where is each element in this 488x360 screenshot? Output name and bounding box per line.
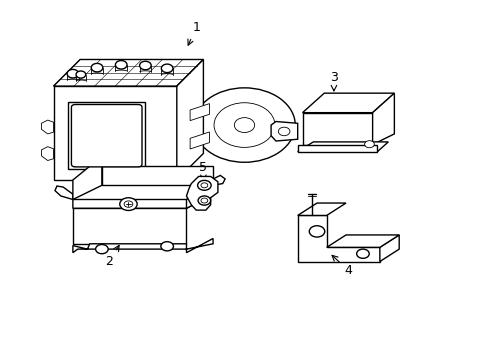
Polygon shape xyxy=(297,142,387,152)
Circle shape xyxy=(120,198,137,211)
Polygon shape xyxy=(102,166,213,185)
FancyBboxPatch shape xyxy=(71,104,142,167)
Polygon shape xyxy=(372,93,393,145)
Circle shape xyxy=(356,249,368,258)
Polygon shape xyxy=(73,185,213,208)
Circle shape xyxy=(197,180,211,190)
Polygon shape xyxy=(379,235,398,261)
Polygon shape xyxy=(68,102,145,169)
Polygon shape xyxy=(297,215,379,261)
Text: 5: 5 xyxy=(199,161,207,181)
Polygon shape xyxy=(302,93,393,113)
Text: 1: 1 xyxy=(187,21,200,45)
Polygon shape xyxy=(297,203,346,215)
Polygon shape xyxy=(41,120,53,134)
Polygon shape xyxy=(297,145,377,152)
Polygon shape xyxy=(41,147,53,161)
Circle shape xyxy=(278,127,289,136)
Polygon shape xyxy=(53,59,203,86)
Circle shape xyxy=(95,244,108,254)
Polygon shape xyxy=(270,122,297,141)
Circle shape xyxy=(76,71,85,78)
Circle shape xyxy=(139,61,151,70)
Polygon shape xyxy=(213,175,224,185)
Polygon shape xyxy=(73,238,213,253)
Polygon shape xyxy=(186,185,213,208)
Polygon shape xyxy=(190,132,209,149)
Polygon shape xyxy=(190,104,209,121)
Polygon shape xyxy=(302,113,372,145)
Circle shape xyxy=(308,226,324,237)
Polygon shape xyxy=(186,176,218,210)
Circle shape xyxy=(91,63,102,72)
Polygon shape xyxy=(53,86,177,180)
Circle shape xyxy=(193,88,295,162)
Circle shape xyxy=(67,69,79,78)
Circle shape xyxy=(198,196,210,205)
Circle shape xyxy=(161,242,173,251)
Circle shape xyxy=(161,64,173,73)
Text: 2: 2 xyxy=(105,246,119,268)
Circle shape xyxy=(115,60,127,69)
Circle shape xyxy=(364,141,373,148)
Circle shape xyxy=(214,103,274,147)
Circle shape xyxy=(201,198,207,203)
Text: 4: 4 xyxy=(331,255,352,277)
Polygon shape xyxy=(73,208,186,244)
Circle shape xyxy=(124,201,133,207)
Polygon shape xyxy=(326,235,398,247)
Text: 3: 3 xyxy=(329,71,337,91)
Polygon shape xyxy=(177,59,203,180)
Circle shape xyxy=(201,183,207,188)
Polygon shape xyxy=(73,162,102,199)
Polygon shape xyxy=(55,186,73,199)
Circle shape xyxy=(234,118,254,132)
